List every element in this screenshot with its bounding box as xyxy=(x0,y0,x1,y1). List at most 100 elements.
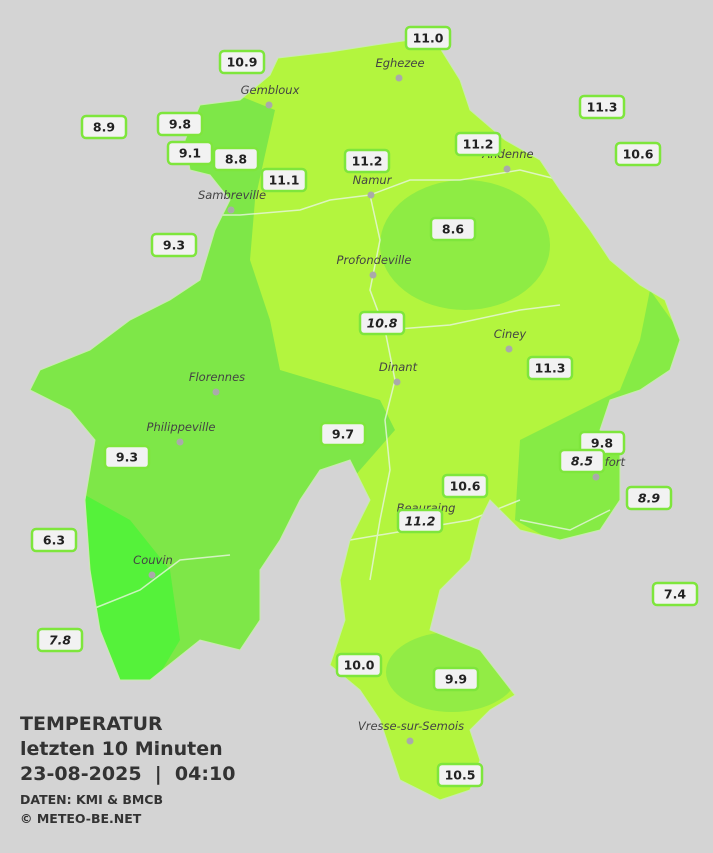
station-box xyxy=(212,146,260,172)
station-box xyxy=(156,111,204,137)
station-value: 11.2 xyxy=(405,514,436,529)
city-dot xyxy=(592,473,600,481)
zone-mild xyxy=(380,180,550,310)
city-label: Ciney xyxy=(494,327,527,341)
legend-title: TEMPERATUR xyxy=(20,713,163,735)
station-value: 9.8 xyxy=(591,436,613,451)
station-value: 8.6 xyxy=(442,222,464,237)
legend-datetime: 23-08-2025 | 04:10 xyxy=(20,763,235,785)
legend-source: DATEN: KMI & BMCB xyxy=(20,792,163,807)
station: 9.1 xyxy=(166,140,214,166)
station-value: 10.8 xyxy=(367,316,398,331)
station: 10.5 xyxy=(436,762,484,788)
station-box xyxy=(436,762,484,788)
city-label: Vresse-sur-Semois xyxy=(358,719,464,733)
legend-copyright: © METEO-BE.NET xyxy=(20,811,142,826)
legend: TEMPERATUR letzten 10 Minuten 23-08-2025… xyxy=(20,713,235,826)
station: 9.3 xyxy=(103,444,151,470)
station-box xyxy=(614,141,662,167)
station-box xyxy=(441,473,489,499)
station-box xyxy=(36,627,84,653)
station-box xyxy=(103,444,151,470)
station: 11.0 xyxy=(404,25,452,51)
city-dot xyxy=(176,438,184,446)
station-box xyxy=(651,581,699,607)
station: 9.8 xyxy=(156,111,204,137)
city-dot xyxy=(265,101,273,109)
station-value: 11.1 xyxy=(269,173,300,188)
city-dot xyxy=(505,345,513,353)
city-dot xyxy=(212,388,220,396)
station-value: 9.3 xyxy=(163,238,185,253)
station-value: 8.5 xyxy=(571,454,593,469)
city-dot xyxy=(367,191,375,199)
city-label: Profondeville xyxy=(337,253,412,267)
legend-period: letzten 10 Minuten xyxy=(20,738,223,760)
station-value: 7.4 xyxy=(664,587,686,602)
station-value: 10.6 xyxy=(623,147,654,162)
station-box xyxy=(80,114,128,140)
city-dot xyxy=(393,378,401,386)
city-dot xyxy=(406,737,414,745)
station-value: 9.8 xyxy=(169,117,191,132)
station: 10.8 xyxy=(358,310,406,336)
station-box xyxy=(150,232,198,258)
station: 7.4 xyxy=(651,581,699,607)
station-value: 8.8 xyxy=(225,152,247,167)
station: 11.3 xyxy=(578,94,626,120)
station: 10.6 xyxy=(441,473,489,499)
city-dot xyxy=(395,74,403,82)
station-value: 11.3 xyxy=(587,100,618,115)
station-value: 6.3 xyxy=(43,533,65,548)
station-value: 9.3 xyxy=(116,450,138,465)
station: 11.1 xyxy=(260,167,308,193)
city-label: Florennes xyxy=(189,370,245,384)
station: 10.9 xyxy=(218,49,266,75)
station-value: 10.5 xyxy=(445,768,476,783)
station: 11.2 xyxy=(454,131,502,157)
city-dot xyxy=(369,271,377,279)
station-value: 11.3 xyxy=(535,361,566,376)
station-box xyxy=(454,131,502,157)
station-value: 9.7 xyxy=(332,427,354,442)
station: 11.2 xyxy=(396,508,444,534)
station-value: 9.1 xyxy=(179,146,201,161)
city-dot xyxy=(503,165,511,173)
station-box xyxy=(558,448,606,474)
station-box xyxy=(260,167,308,193)
station-box xyxy=(404,25,452,51)
station-value: 10.9 xyxy=(227,55,258,70)
station-box xyxy=(396,508,444,534)
station-box xyxy=(335,652,383,678)
station-box xyxy=(578,94,626,120)
city-label: Namur xyxy=(353,173,393,187)
station-box xyxy=(319,421,367,447)
station: 9.9 xyxy=(432,666,480,692)
city-label: Philippeville xyxy=(147,420,216,434)
station-box xyxy=(429,216,477,242)
station-value: 10.0 xyxy=(344,658,375,673)
station-box xyxy=(166,140,214,166)
station-box xyxy=(30,527,78,553)
station-box xyxy=(432,666,480,692)
city-dot xyxy=(148,571,156,579)
station: 8.8 xyxy=(212,146,260,172)
station: 8.9 xyxy=(80,114,128,140)
station: 6.3 xyxy=(30,527,78,553)
city-label: Gembloux xyxy=(241,83,300,97)
city-label: Dinant xyxy=(379,360,418,374)
station: 10.6 xyxy=(614,141,662,167)
station: 9.3 xyxy=(150,232,198,258)
station-box xyxy=(343,148,391,174)
station-value: 7.8 xyxy=(49,633,71,648)
stations: 10.9 11.0 8.9 9.8 9.1 8.8 11.1 11.2 11.2 11.3 10.6… xyxy=(30,25,699,788)
city-dot xyxy=(227,206,235,214)
station: 7.8 xyxy=(36,627,84,653)
station: 11.2 xyxy=(343,148,391,174)
station-value: 8.9 xyxy=(638,491,660,506)
station-box xyxy=(358,310,406,336)
station-value: 10.6 xyxy=(450,479,481,494)
city-label: Couvin xyxy=(133,553,173,567)
station: 8.9 xyxy=(625,485,673,511)
